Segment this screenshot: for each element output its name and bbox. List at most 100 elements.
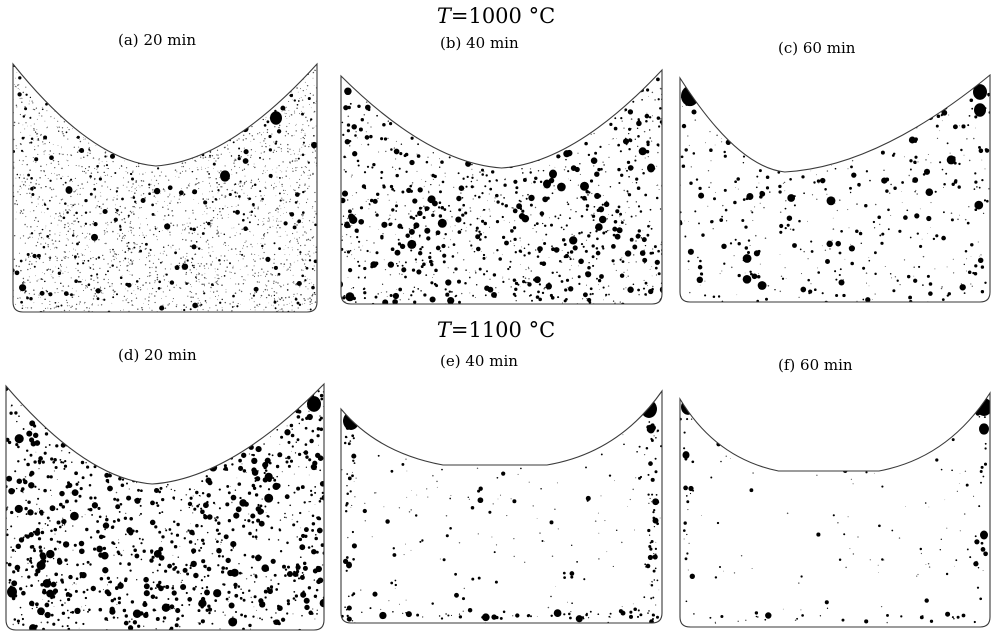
pore: [592, 219, 595, 222]
texture-speck: [625, 212, 626, 214]
pore: [205, 138, 209, 142]
texture-speck: [293, 261, 295, 263]
texture-speck: [146, 103, 149, 106]
texture-speck: [95, 295, 98, 297]
texture-speck: [66, 103, 68, 105]
texture-speck: [231, 67, 233, 69]
texture-speck: [304, 299, 306, 302]
texture-speck: [500, 110, 503, 112]
texture-speck: [258, 303, 261, 306]
texture-speck: [643, 263, 645, 264]
texture-speck: [137, 286, 139, 288]
texture-speck: [42, 141, 44, 143]
texture-speck: [247, 154, 249, 156]
texture-speck: [354, 248, 356, 250]
pore: [429, 197, 433, 201]
texture-speck: [936, 137, 939, 140]
texture-speck: [590, 214, 593, 216]
texture-speck: [233, 72, 236, 74]
pore: [180, 100, 182, 102]
texture-speck: [12, 68, 13, 69]
texture-speck: [307, 66, 309, 68]
texture-speck: [93, 105, 95, 106]
texture-speck: [282, 161, 284, 163]
texture-speck: [263, 131, 264, 133]
texture-speck: [40, 236, 43, 239]
texture-speck: [158, 108, 160, 110]
texture-speck: [195, 177, 198, 180]
texture-speck: [97, 200, 99, 202]
texture-speck: [40, 243, 42, 245]
pore: [404, 275, 407, 279]
texture-speck: [468, 112, 470, 114]
texture-speck: [56, 260, 58, 262]
texture-speck: [118, 99, 119, 100]
pore: [96, 273, 99, 276]
pore: [32, 254, 35, 257]
texture-speck: [312, 94, 314, 96]
pore: [232, 210, 236, 213]
texture-speck: [292, 150, 294, 151]
texture-speck: [134, 188, 136, 190]
texture-speck: [305, 116, 307, 119]
texture-speck: [183, 76, 186, 78]
texture-speck: [123, 217, 126, 220]
texture-speck: [53, 188, 55, 190]
pore: [356, 76, 359, 79]
texture-speck: [159, 116, 161, 118]
texture-speck: [901, 191, 902, 192]
pore: [155, 146, 159, 150]
texture-speck: [76, 151, 79, 154]
texture-speck: [403, 292, 405, 294]
texture-speck: [196, 274, 198, 276]
texture-speck: [209, 220, 212, 222]
texture-speck: [148, 300, 150, 302]
pore: [445, 135, 448, 138]
texture-speck: [101, 185, 103, 187]
texture-speck: [245, 240, 247, 242]
pore: [165, 273, 168, 276]
texture-speck: [67, 138, 69, 140]
pore: [209, 154, 211, 157]
texture-speck: [79, 138, 80, 140]
pore: [964, 249, 968, 253]
texture-speck: [162, 65, 165, 68]
texture-speck: [273, 187, 275, 189]
texture-speck: [293, 295, 295, 297]
texture-speck: [130, 76, 133, 78]
pore: [107, 134, 109, 136]
texture-speck: [866, 282, 867, 284]
pore: [422, 262, 426, 267]
texture-speck: [50, 116, 52, 118]
texture-speck: [351, 254, 353, 256]
texture-speck: [139, 139, 141, 141]
texture-speck: [304, 231, 306, 233]
texture-speck: [85, 279, 86, 281]
texture-speck: [149, 128, 151, 130]
pore: [167, 214, 170, 216]
pore: [514, 251, 517, 254]
texture-speck: [278, 304, 280, 306]
pore: [535, 132, 539, 137]
pore: [253, 183, 257, 187]
texture-speck: [250, 140, 252, 142]
texture-speck: [65, 233, 67, 235]
texture-speck: [224, 182, 226, 184]
texture-speck: [202, 85, 204, 87]
texture-speck: [279, 169, 281, 171]
texture-speck: [483, 171, 485, 173]
texture-speck: [395, 140, 397, 142]
pore: [977, 257, 984, 264]
texture-speck: [313, 216, 316, 219]
pore: [591, 255, 595, 259]
texture-speck: [142, 180, 145, 182]
texture-speck: [132, 260, 134, 262]
texture-speck: [516, 280, 518, 281]
texture-speck: [513, 243, 515, 244]
texture-speck: [78, 303, 80, 305]
texture-speck: [223, 260, 226, 262]
texture-speck: [102, 136, 104, 137]
pore: [501, 202, 504, 206]
pore: [107, 167, 109, 170]
texture-speck: [269, 99, 271, 101]
